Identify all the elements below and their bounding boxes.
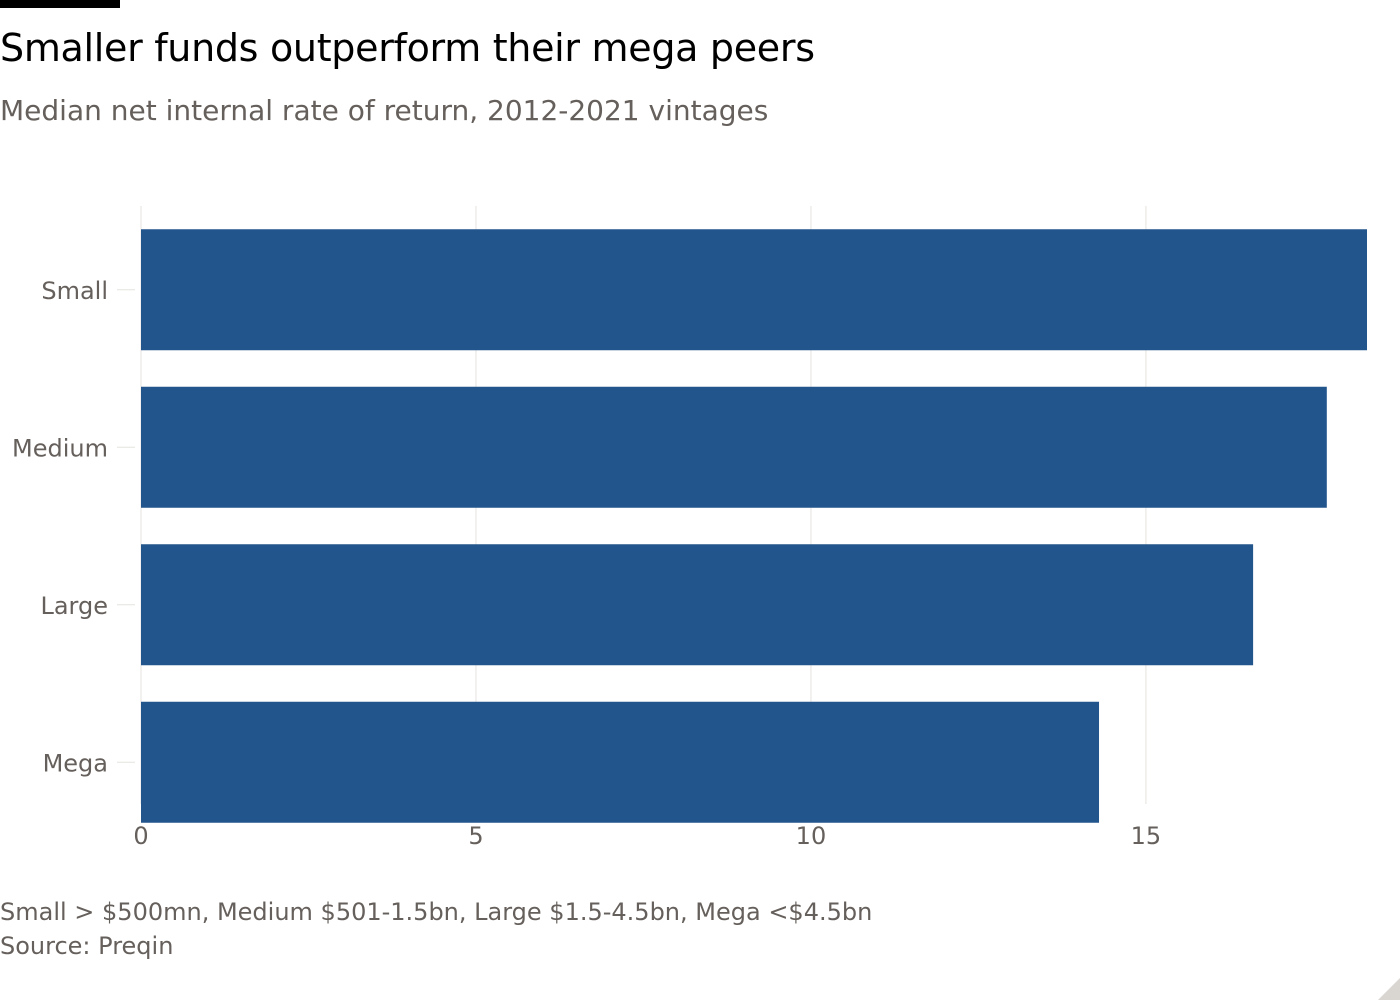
source-note: Source: Preqin [0,932,174,960]
x-tick-label: 5 [468,822,483,850]
y-tick-label-large: Large [40,592,108,620]
bar-medium [141,386,1327,508]
x-tick-label: 0 [133,822,148,850]
y-tick-label-medium: Medium [12,434,108,462]
x-axis-labels: 0 5 10 15 [133,822,1161,850]
corner-fold-icon [1378,978,1400,1000]
brand-top-bar [0,0,120,8]
bar-large [141,544,1254,666]
chart-title: Smaller funds outperform their mega peer… [0,26,815,70]
y-axis-labels: Small Medium Large Mega [12,277,135,777]
bar-mega [141,701,1100,823]
bars [141,229,1367,823]
x-tick-label: 10 [796,822,827,850]
x-tick-label: 15 [1131,822,1162,850]
bar-small [141,229,1367,351]
y-tick-label-small: Small [41,277,108,305]
chart-subtitle: Median net internal rate of return, 2012… [0,94,769,127]
y-tick-label-mega: Mega [43,749,108,777]
size-definitions-note: Small > $500mn, Medium $501-1.5bn, Large… [0,898,873,926]
bar-chart: Small Medium Large Mega 0 5 10 15 [12,206,1367,850]
